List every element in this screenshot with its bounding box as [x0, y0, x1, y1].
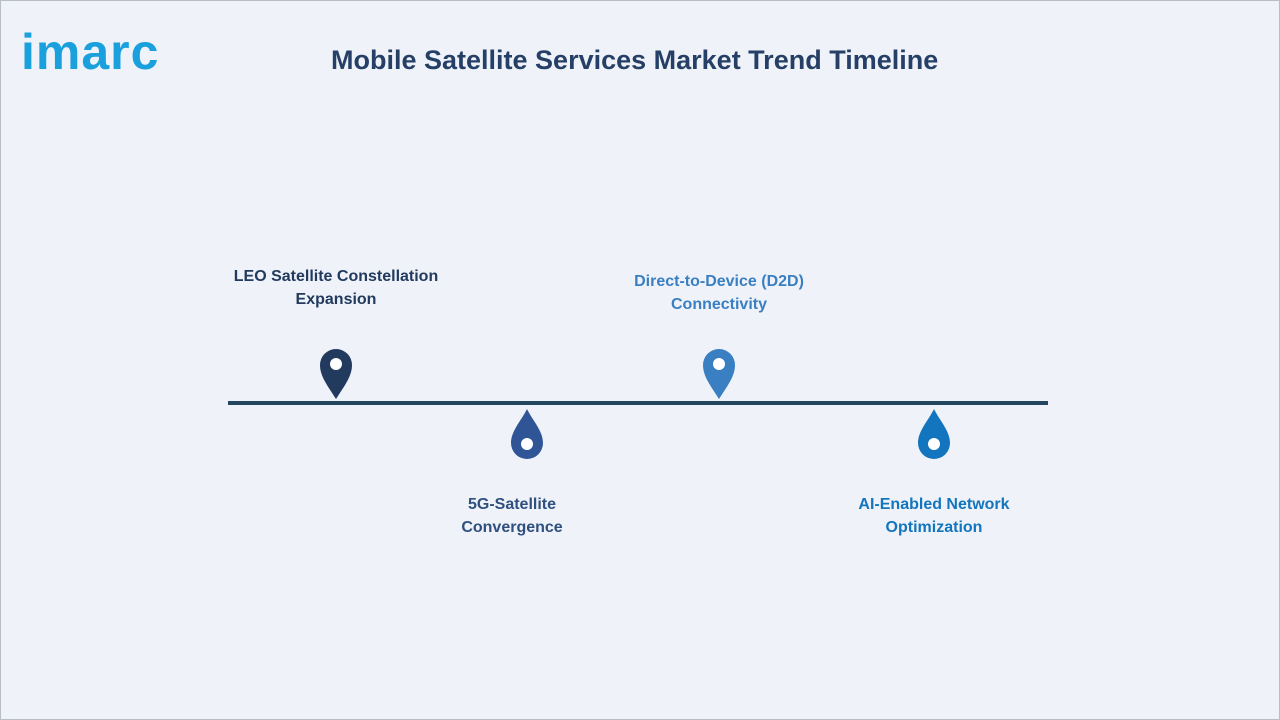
- node-label: Direct-to-Device (D2D) Connectivity: [634, 273, 804, 313]
- logo: imarc: [21, 24, 160, 80]
- node-label: AI-Enabled Network Optimization: [858, 496, 1010, 536]
- pin-dot: [713, 358, 725, 370]
- title: Mobile Satellite Services Market Trend T…: [331, 45, 939, 75]
- node-label: 5G-Satellite Convergence: [461, 496, 563, 536]
- pin: [320, 349, 352, 399]
- node-label: LEO Satellite Constellation Expansion: [233, 268, 439, 308]
- drop-dot: [928, 438, 940, 450]
- drop: [918, 409, 950, 459]
- drop: [511, 409, 543, 459]
- pin-dot: [330, 358, 342, 370]
- drop-dot: [521, 438, 533, 450]
- pin: [703, 349, 735, 399]
